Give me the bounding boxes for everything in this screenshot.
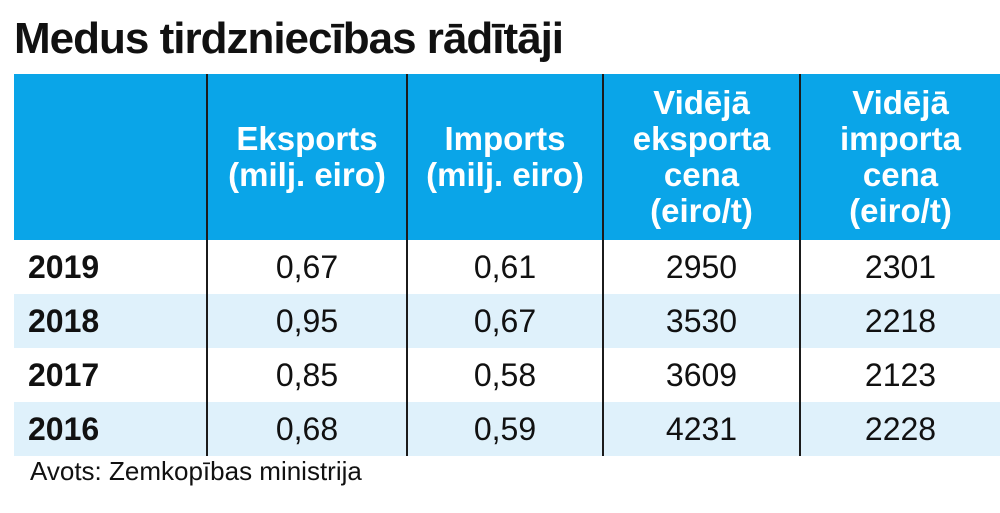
table-row: 2017 0,85 0,58 3609 2123 (14, 348, 1000, 402)
avg-export-price-cell: 2950 (602, 240, 800, 294)
export-cell: 0,68 (206, 402, 407, 456)
chart-title: Medus tirdzniecības rādītāji (14, 14, 564, 63)
import-cell: 0,67 (406, 294, 603, 348)
table-row: 2019 0,67 0,61 2950 2301 (14, 240, 1000, 294)
import-cell: 0,61 (406, 240, 603, 294)
avg-export-price-cell: 3530 (602, 294, 800, 348)
avg-import-price-cell: 2228 (799, 402, 1000, 456)
avg-export-price-cell: 4231 (602, 402, 800, 456)
header-import: Imports (milj. eiro) (406, 74, 603, 240)
export-cell: 0,95 (206, 294, 407, 348)
trade-table: Eksports (milj. eiro) Imports (milj. eir… (14, 74, 1000, 456)
header-year (14, 74, 207, 240)
export-cell: 0,67 (206, 240, 407, 294)
table-row: 2018 0,95 0,67 3530 2218 (14, 294, 1000, 348)
header-avg-import-price: Vidējā importa cena (eiro/t) (799, 74, 1000, 240)
avg-import-price-cell: 2301 (799, 240, 1000, 294)
table-row: 2016 0,68 0,59 4231 2228 (14, 402, 1000, 456)
header-row: Eksports (milj. eiro) Imports (milj. eir… (14, 74, 1000, 240)
header-avg-export-price: Vidējā eksporta cena (eiro/t) (602, 74, 800, 240)
header-export: Eksports (milj. eiro) (206, 74, 407, 240)
source-note: Avots: Zemkopības ministrija (30, 456, 362, 486)
avg-export-price-cell: 3609 (602, 348, 800, 402)
year-cell: 2016 (14, 402, 207, 456)
export-cell: 0,85 (206, 348, 407, 402)
avg-import-price-cell: 2218 (799, 294, 1000, 348)
import-cell: 0,59 (406, 402, 603, 456)
import-cell: 0,58 (406, 348, 603, 402)
year-cell: 2017 (28, 356, 100, 393)
year-cell: 2019 (28, 248, 100, 285)
year-cell: 2018 (14, 294, 207, 348)
avg-import-price-cell: 2123 (799, 348, 1000, 402)
